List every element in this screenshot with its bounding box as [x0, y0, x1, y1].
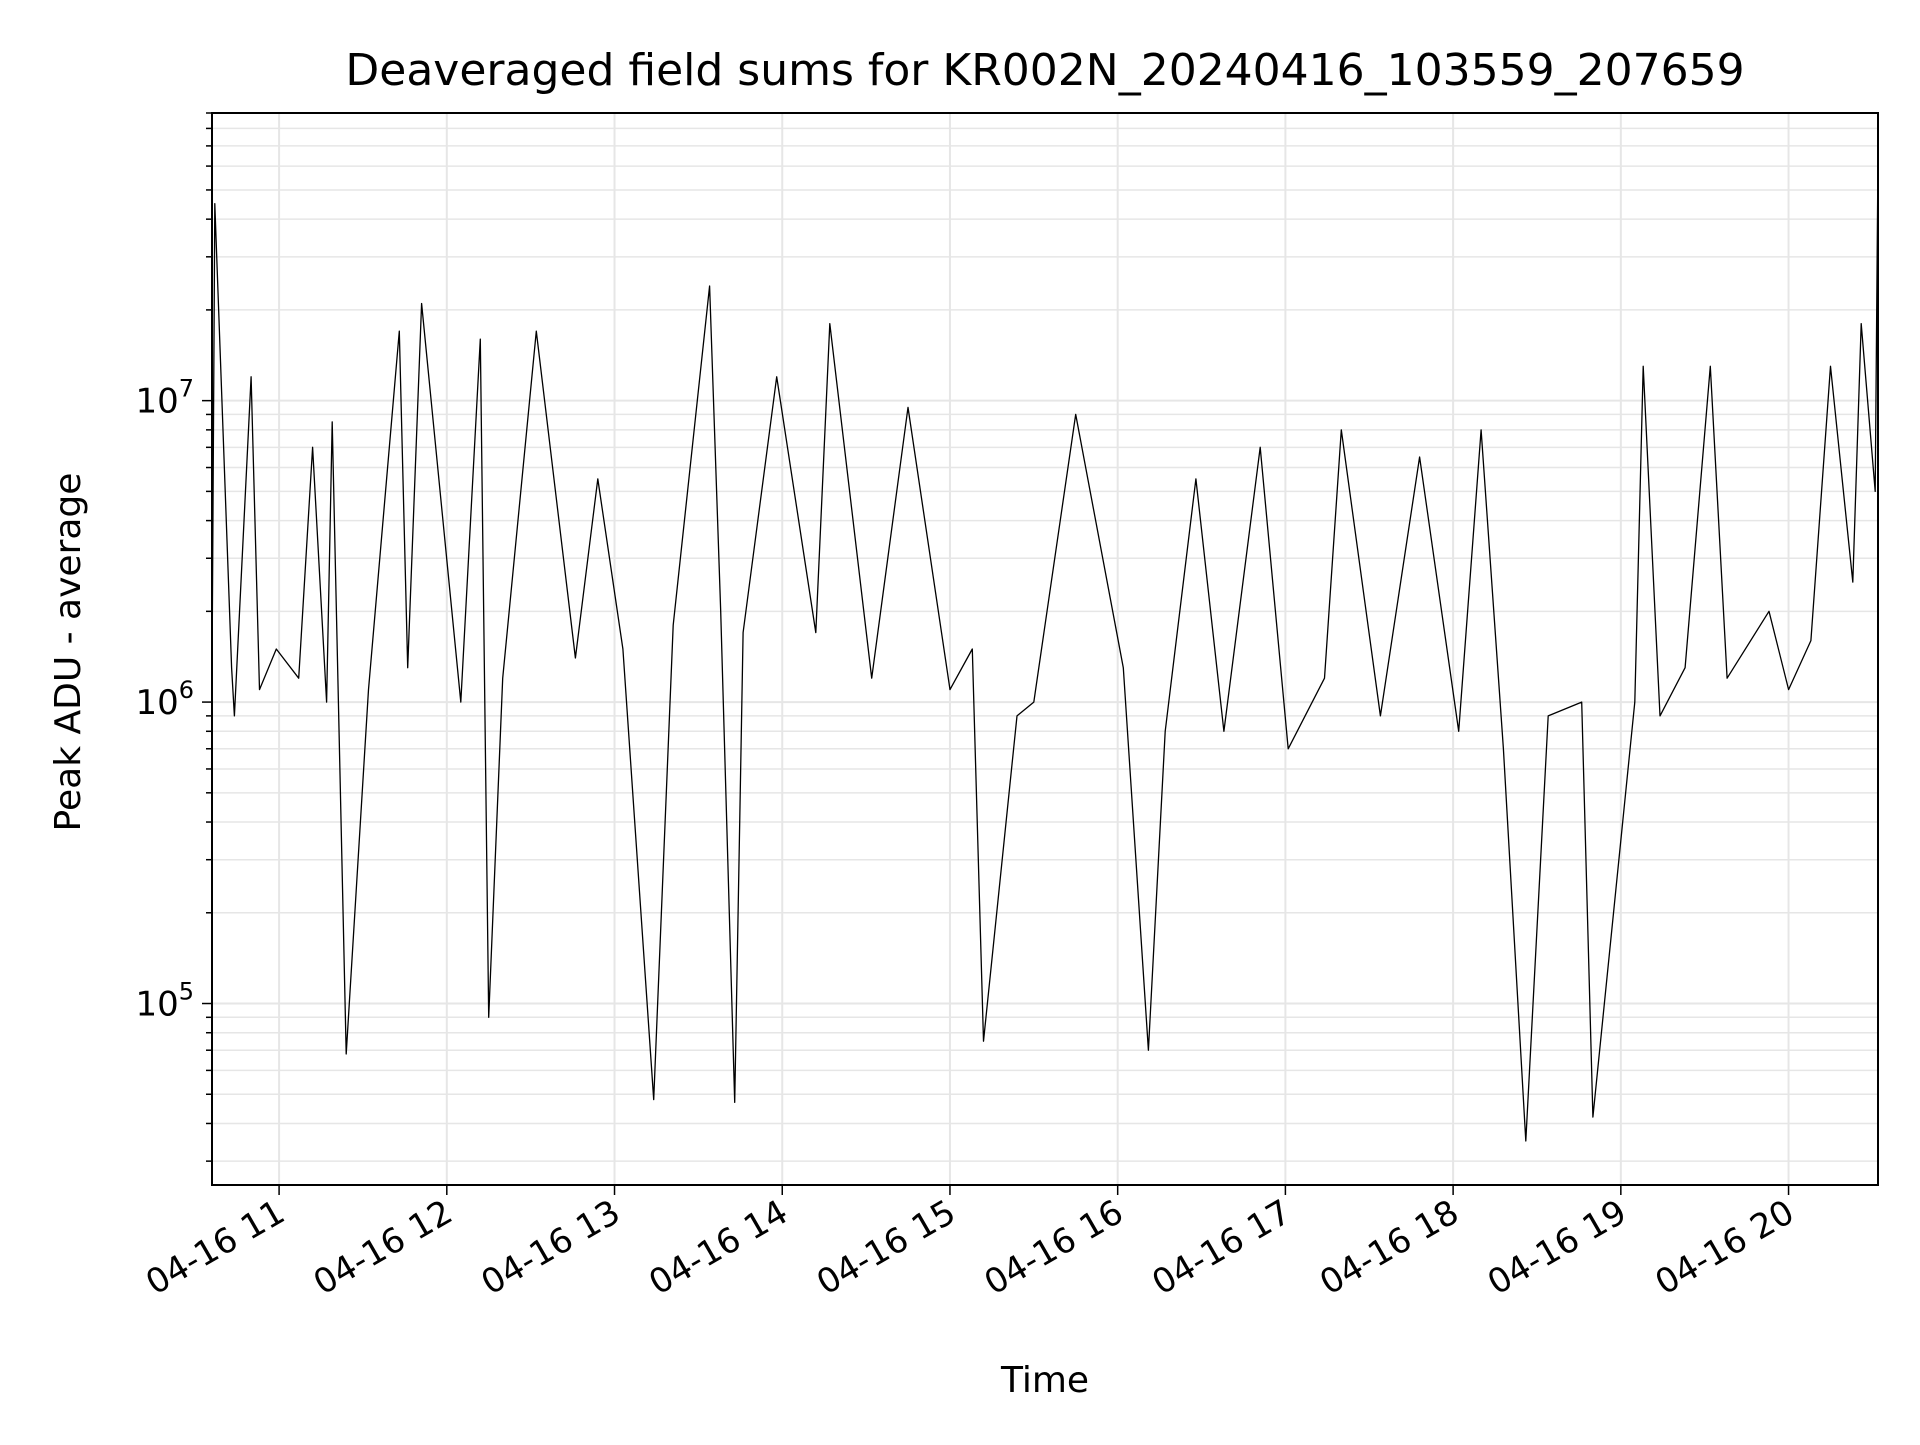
chart-title: Deaveraged field sums for KR002N_2024041… — [345, 45, 1744, 96]
y-axis-label: Peak ADU - average — [48, 473, 89, 832]
y-tick-label: 105 — [135, 978, 194, 1025]
data-layer — [211, 155, 1879, 1142]
y-tick-exponent: 5 — [179, 978, 194, 1006]
y-tick-label: 106 — [135, 676, 194, 723]
y-tick-base: 10 — [135, 382, 178, 422]
grid-layer — [212, 112, 1878, 1185]
y-tick-label: 107 — [135, 375, 194, 422]
y-tick-exponent: 7 — [179, 375, 194, 403]
y-tick-exponent: 6 — [179, 676, 194, 704]
plot-frame — [211, 112, 1879, 1186]
y-tick-base: 10 — [135, 683, 178, 723]
y-tick-base: 10 — [135, 985, 178, 1025]
series-line-0 — [211, 155, 1879, 1142]
x-axis-label: Time — [1000, 1360, 1089, 1401]
